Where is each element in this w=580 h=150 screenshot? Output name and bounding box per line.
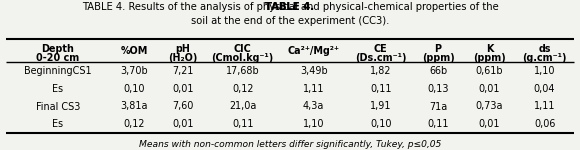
Text: 0,12: 0,12 (124, 119, 145, 129)
Text: 0,10: 0,10 (370, 119, 392, 129)
Text: 1,10: 1,10 (534, 66, 555, 76)
Text: TABLE 4.: TABLE 4. (266, 2, 314, 12)
Text: 0,01: 0,01 (172, 84, 194, 94)
Text: 0,01: 0,01 (478, 119, 500, 129)
Text: 3,49b: 3,49b (300, 66, 328, 76)
Text: 7,21: 7,21 (172, 66, 194, 76)
Text: (g.cm⁻¹): (g.cm⁻¹) (523, 53, 567, 63)
Text: (Ds.cm⁻¹): (Ds.cm⁻¹) (355, 53, 407, 63)
Text: 4,3a: 4,3a (303, 102, 324, 111)
Text: (H₂O): (H₂O) (168, 53, 197, 63)
Text: Depth: Depth (41, 44, 74, 54)
Text: ds: ds (538, 44, 551, 54)
Text: 0,01: 0,01 (478, 84, 500, 94)
Text: P: P (434, 44, 441, 54)
Text: 0,61b: 0,61b (476, 66, 503, 76)
Text: 1,11: 1,11 (303, 84, 324, 94)
Text: 0,10: 0,10 (124, 84, 145, 94)
Text: Ca²⁺/Mg²⁺: Ca²⁺/Mg²⁺ (288, 46, 340, 56)
Text: (ppm): (ppm) (473, 53, 506, 63)
Text: 0,11: 0,11 (370, 84, 392, 94)
Text: 17,68b: 17,68b (226, 66, 259, 76)
Text: CE: CE (374, 44, 387, 54)
Text: 1,91: 1,91 (370, 102, 392, 111)
Text: 21,0a: 21,0a (229, 102, 256, 111)
Text: 7,60: 7,60 (172, 102, 194, 111)
Text: 71a: 71a (429, 102, 447, 111)
Text: 0-20 cm: 0-20 cm (36, 53, 79, 63)
Text: BeginningCS1: BeginningCS1 (24, 66, 92, 76)
Text: Final CS3: Final CS3 (35, 102, 80, 111)
Text: 66b: 66b (429, 66, 447, 76)
Text: 1,10: 1,10 (303, 119, 324, 129)
Text: 0,06: 0,06 (534, 119, 555, 129)
Text: 0,11: 0,11 (427, 119, 449, 129)
Text: (Cmol.kg⁻¹): (Cmol.kg⁻¹) (212, 53, 274, 63)
Text: 0,11: 0,11 (232, 119, 253, 129)
Text: K: K (485, 44, 493, 54)
Text: 1,11: 1,11 (534, 102, 555, 111)
Text: pH: pH (175, 44, 190, 54)
Text: (ppm): (ppm) (422, 53, 454, 63)
Text: 3,81a: 3,81a (120, 102, 148, 111)
Text: %OM: %OM (121, 46, 148, 56)
Text: 0,12: 0,12 (232, 84, 253, 94)
Text: Es: Es (52, 119, 63, 129)
Text: CIC: CIC (234, 44, 252, 54)
Text: 0,01: 0,01 (172, 119, 194, 129)
Text: Means with non-common letters differ significantly, Tukey, p≤0,05: Means with non-common letters differ sig… (139, 140, 441, 149)
Text: 1,82: 1,82 (370, 66, 392, 76)
Text: TABLE 4. Results of the analysis of physical and physical-chemical properties of: TABLE 4. Results of the analysis of phys… (82, 2, 498, 12)
Text: 0,73a: 0,73a (476, 102, 503, 111)
Text: TABLE 4.: TABLE 4. (266, 2, 314, 12)
Text: soil at the end of the experiment (CC3).: soil at the end of the experiment (CC3). (191, 16, 389, 26)
Text: Es: Es (52, 84, 63, 94)
Text: 0,04: 0,04 (534, 84, 555, 94)
Text: 0,13: 0,13 (427, 84, 449, 94)
Text: 3,70b: 3,70b (120, 66, 148, 76)
